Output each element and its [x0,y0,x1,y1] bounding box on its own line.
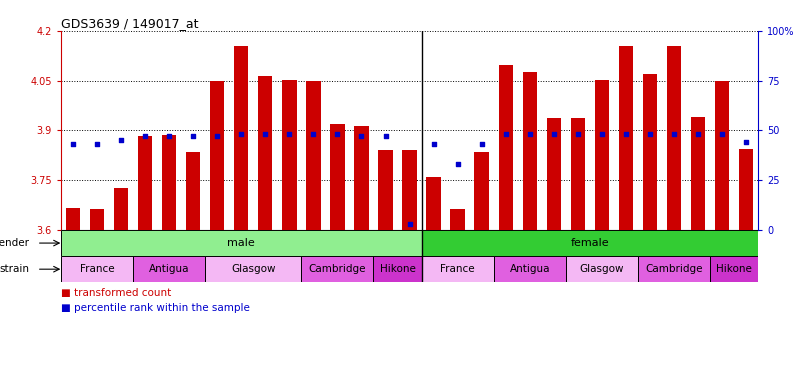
Text: France: France [79,264,114,274]
Bar [522,72,537,230]
Bar [643,74,657,230]
Bar [162,135,176,230]
Text: ■ transformed count: ■ transformed count [61,288,171,298]
Point [331,131,344,137]
Text: France: France [440,264,475,274]
Text: Antigua: Antigua [148,264,189,274]
Point [740,139,753,146]
Bar [378,150,393,230]
Bar [494,256,566,282]
Text: Cambridge: Cambridge [309,264,366,274]
Bar [566,256,638,282]
Bar [374,256,422,282]
Bar [61,230,422,256]
Bar [186,152,200,230]
Point [283,131,296,137]
Bar [710,256,758,282]
Point [620,131,633,137]
Point [355,133,368,139]
Bar [619,46,633,230]
Bar [715,81,729,230]
Point [427,141,440,147]
Point [67,141,79,147]
Bar [90,209,104,230]
Point [451,161,464,167]
Bar [547,118,561,230]
Bar [138,136,152,230]
Text: strain: strain [0,264,29,274]
Bar [133,256,205,282]
Bar [450,209,465,230]
Point [523,131,536,137]
Point [90,141,103,147]
Bar [422,256,494,282]
Text: Cambridge: Cambridge [646,264,703,274]
Bar [114,188,128,230]
Bar [571,118,585,230]
Bar [282,80,297,230]
Bar [61,256,133,282]
Point [572,131,585,137]
Point [162,133,175,139]
Text: gender: gender [0,238,29,248]
Point [139,133,152,139]
Bar [306,81,320,230]
Point [187,133,200,139]
Bar [691,117,706,230]
Bar [402,150,417,230]
Bar [594,80,609,230]
Point [307,131,320,137]
Bar [427,177,441,230]
Point [475,141,488,147]
Point [716,131,729,137]
Point [644,131,657,137]
Bar [667,46,681,230]
Point [667,131,680,137]
Bar [739,149,753,230]
Text: female: female [571,238,609,248]
Text: male: male [227,238,255,248]
Bar [474,152,489,230]
Text: Glasgow: Glasgow [231,264,276,274]
Bar [302,256,374,282]
Point [403,221,416,227]
Bar [422,230,758,256]
Point [211,133,224,139]
Text: Antigua: Antigua [509,264,550,274]
Bar [66,209,80,230]
Text: Hikone: Hikone [716,264,752,274]
Point [259,131,272,137]
Point [692,131,705,137]
Bar [499,65,513,230]
Bar [234,46,248,230]
Text: Glasgow: Glasgow [580,264,624,274]
Bar [354,126,369,230]
Bar [210,81,225,230]
Point [547,131,560,137]
Text: ■ percentile rank within the sample: ■ percentile rank within the sample [61,303,250,313]
Point [595,131,608,137]
Bar [205,256,302,282]
Text: Hikone: Hikone [380,264,415,274]
Point [500,131,513,137]
Text: GDS3639 / 149017_at: GDS3639 / 149017_at [61,17,199,30]
Point [234,131,247,137]
Bar [330,124,345,230]
Bar [638,256,710,282]
Point [379,133,392,139]
Bar [258,76,272,230]
Point [114,137,127,143]
